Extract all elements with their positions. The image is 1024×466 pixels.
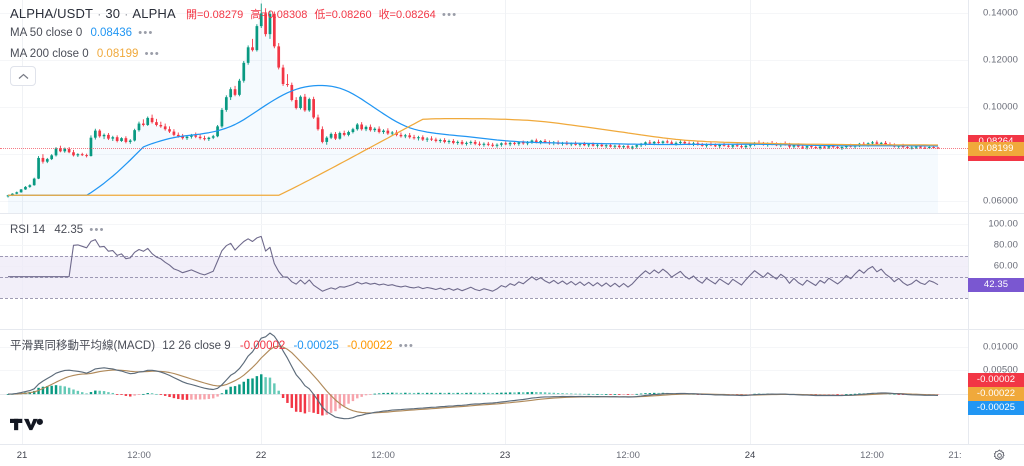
macd-tick-label: 0.01000 [982,341,1018,353]
time-tick-label: 12:00 [371,450,395,461]
rsi-tick-label: 60.00 [993,260,1018,272]
price-vertical-gridline [505,0,506,213]
last-price-value: 0.08264 [978,135,1014,147]
symbol-name[interactable]: ALPHA/USDT [10,6,94,21]
ma50-legend[interactable]: MA 50 close 0 0.08436 ••• [10,27,154,39]
rsi-plot-area[interactable] [0,214,968,329]
price-vertical-gridline [22,0,23,213]
macd-series [6,332,940,420]
macd-tick-label: 0.00500 [982,364,1018,376]
macd-params: 12 26 close 9 [162,340,231,352]
ma50-value: 0.08436 [90,27,133,40]
macd-more-menu[interactable]: ••• [398,339,415,352]
ma200-title: MA 200 close 0 [10,48,89,61]
ohlc-values: 開=0.08279 高=0.08308 低=0.08260 收=0.08264 [179,9,436,21]
gear-icon [993,449,1005,461]
ma200-price-badge[interactable]: 0.08199 [968,142,1024,157]
price-plot-area[interactable] [0,0,968,213]
macd-gridline [0,346,968,348]
symbol-legend[interactable]: ALPHA/USDT · 30 · ALPHA 開=0.08279 高=0.083… [10,6,457,22]
price-gridline [0,154,968,156]
macd-plot-area[interactable] [0,330,968,444]
chevron-up-icon [18,73,28,79]
time-tick-label: 12:00 [860,450,884,461]
symbol-more-menu[interactable]: ••• [441,8,458,21]
price-tick-label: 0.06000 [982,195,1018,207]
time-tick-label: 21: [948,450,962,461]
legend-separator-1: · [97,9,102,21]
price-axis[interactable]: 0.060000.100000.120000.140000.084360.082… [968,0,1024,213]
macd-vertical-gridline [750,330,751,444]
rsi-level-30 [0,297,968,299]
interval-label[interactable]: 30 [105,6,121,21]
macd-vertical-gridline [505,330,506,444]
rsi-level-70 [0,255,968,257]
macd-title: 平滑異同移動平均線(MACD) [10,340,156,352]
pane-divider-rsi-macd[interactable] [0,329,1024,330]
macd-zero-line [0,394,968,396]
price-vertical-gridline [261,0,262,213]
time-axis[interactable]: 21 12:00 22 12:00 23 12:00 24 12:00 21: [0,444,1024,466]
ma50-title: MA 50 close 0 [10,27,83,40]
rsi-gridline [0,224,968,226]
price-tick-label: 0.10000 [982,101,1018,113]
macd-line-badge[interactable]: -0.00025 [968,401,1024,416]
rsi-gridline [0,245,968,247]
macd-axis[interactable]: 0.01000 0.00500 -0.00002 -0.00022 -0.00025 [968,330,1024,444]
price-gridline [0,107,968,109]
rsi-level-50 [0,276,968,278]
ohlc-low: 低=0.08260 [314,9,372,21]
rsi-more-menu[interactable]: ••• [89,224,105,236]
time-tick-label: 24 [744,450,756,461]
rsi-legend[interactable]: RSI 14 42.35 ••• [10,224,105,236]
rsi-tick-label: 80.00 [993,239,1018,251]
macd-gridline [0,370,968,372]
rsi-value: 42.35 [54,224,84,237]
ohlc-open: 開=0.08279 [186,9,244,21]
time-tick-label: 12:00 [616,450,640,461]
time-tick-label: 21 [16,450,28,461]
rsi-series [8,235,939,292]
macd-signal-value: -0.00022 [347,340,393,352]
current-price-line [0,147,968,149]
collapse-legend-button[interactable] [10,66,36,86]
rsi-title: RSI 14 [10,224,46,237]
exchange-label[interactable]: ALPHA [132,6,176,21]
price-gridline [0,201,968,203]
rsi-tick-label: 100.00 [988,218,1018,230]
price-gridline [0,60,968,62]
macd-signal-badge[interactable]: -0.00022 [968,387,1024,402]
price-tick-label: 0.14000 [982,7,1018,19]
pane-divider-price-rsi[interactable] [0,213,1024,214]
ohlc-close: 收=0.08264 [378,9,436,21]
time-tick-label: 22 [255,450,267,461]
ohlc-high: 高=0.08308 [250,9,308,21]
rsi-pane[interactable]: 100.00 80.00 60.00 42.35 [0,214,1024,329]
price-gridline [0,12,968,14]
ma200-more-menu[interactable]: ••• [144,48,161,60]
legend-separator-2: · [124,9,129,21]
time-tick-label: 12:00 [127,450,151,461]
macd-line-value: -0.00025 [293,340,339,352]
ma200-legend[interactable]: MA 200 close 0 0.08199 ••• [10,48,160,60]
macd-hist-value: -0.00002 [239,340,286,352]
ma50-more-menu[interactable]: ••• [138,27,154,39]
price-tick-label: 0.12000 [982,54,1018,66]
price-series [6,3,940,213]
macd-legend[interactable]: 平滑異同移動平均線(MACD) 12 26 close 9 -0.00002 -… [10,337,414,353]
macd-vertical-gridline [22,330,23,444]
rsi-value-badge[interactable]: 42.35 [968,277,1024,292]
price-vertical-gridline [750,0,751,213]
price-pane[interactable]: 0.06000 0.10000 0.12000 0.14000 0.08436 0.082… [0,0,1024,213]
ma200-value: 0.08199 [96,48,139,61]
chart-settings-button[interactable] [993,449,1006,466]
rsi-axis[interactable]: 100.00 80.00 60.00 42.35 [968,214,1024,329]
macd-hist-badge[interactable]: -0.00002 [968,373,1024,388]
macd-pane[interactable]: 0.01000 0.00500 -0.00002 -0.00022 -0.00025 [0,330,1024,444]
time-tick-label: 23 [499,450,511,461]
tradingview-logo[interactable] [10,414,44,440]
